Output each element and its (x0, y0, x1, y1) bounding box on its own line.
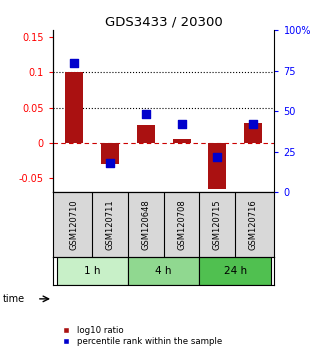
Text: GSM120708: GSM120708 (177, 199, 186, 250)
Title: GDS3433 / 20300: GDS3433 / 20300 (105, 16, 222, 29)
Text: time: time (3, 294, 25, 304)
Point (250, 121, 256, 127)
Bar (101, 143, 119, 164)
Point (72, 60, 77, 65)
Legend: log10 ratio, percentile rank within the sample: log10 ratio, percentile rank within the … (57, 326, 222, 346)
Point (215, 154, 220, 159)
Point (108, 160, 113, 166)
Bar (65, 73, 83, 143)
Text: 4 h: 4 h (155, 266, 172, 276)
Bar (244, 123, 262, 143)
Point (179, 121, 184, 127)
Bar (128, 257, 199, 285)
Text: 1 h: 1 h (84, 266, 100, 276)
Bar (56, 257, 128, 285)
Text: GSM120648: GSM120648 (141, 199, 150, 250)
Text: GSM120710: GSM120710 (70, 199, 79, 250)
Point (143, 112, 148, 117)
Text: GSM120716: GSM120716 (248, 199, 257, 250)
Bar (137, 125, 155, 143)
Text: 24 h: 24 h (224, 266, 247, 276)
Text: GSM120715: GSM120715 (213, 199, 222, 250)
Bar (208, 143, 226, 189)
Text: GSM120711: GSM120711 (106, 199, 115, 250)
Bar (199, 257, 271, 285)
Bar (173, 139, 190, 143)
